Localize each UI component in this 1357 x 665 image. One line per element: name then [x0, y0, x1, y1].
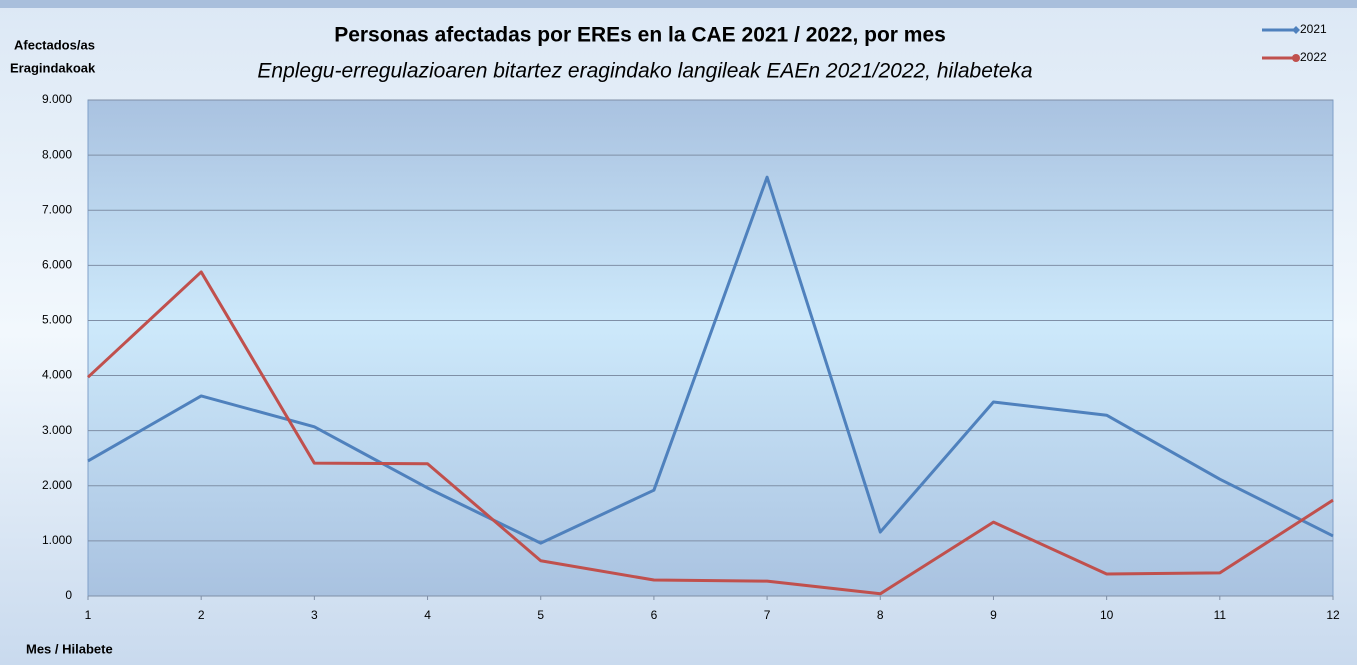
- x-tick-label: 6: [651, 608, 658, 622]
- y-tick-label: 1.000: [42, 533, 72, 547]
- x-tick-label: 8: [877, 608, 884, 622]
- top-band: [0, 0, 1357, 8]
- series-line: [86, 270, 1334, 596]
- x-tick-label: 5: [537, 608, 544, 622]
- x-tick-label: 12: [1326, 608, 1340, 622]
- y-tick-label: 5.000: [42, 313, 72, 327]
- y-axis-label: Eragindakoak: [10, 60, 96, 75]
- plot-area: [87, 99, 1334, 597]
- x-axis-label: Mes / Hilabete: [26, 641, 113, 656]
- x-tick-label: 9: [990, 608, 997, 622]
- y-axis-label: Afectados/as: [14, 37, 95, 52]
- y-tick-label: 3.000: [42, 423, 72, 437]
- y-tick-label: 6.000: [42, 258, 72, 272]
- legend-marker: [1292, 26, 1300, 34]
- chart-title: Personas afectadas por EREs en la CAE 20…: [334, 24, 946, 47]
- y-tick-label: 0: [65, 588, 72, 602]
- y-tick-label: 9.000: [42, 92, 72, 106]
- legend-label: 2021: [1300, 22, 1327, 36]
- x-tick-label: 1: [85, 608, 92, 622]
- legend-marker: [1292, 54, 1300, 62]
- chart-subtitle: Enplegu-erregulazioaren bitartez eragind…: [257, 60, 1032, 83]
- x-tick-label: 3: [311, 608, 318, 622]
- x-tick-label: 10: [1100, 608, 1114, 622]
- y-tick-label: 8.000: [42, 147, 72, 161]
- y-tick-label: 2.000: [42, 478, 72, 492]
- x-tick-label: 2: [198, 608, 205, 622]
- x-tick-label: 4: [424, 608, 431, 622]
- x-tick-label: 11: [1214, 608, 1227, 622]
- legend-label: 2022: [1300, 50, 1327, 64]
- y-tick-label: 7.000: [42, 202, 72, 216]
- series-line: [87, 175, 1334, 545]
- x-tick-label: 7: [764, 608, 771, 622]
- y-tick-label: 4.000: [42, 368, 72, 382]
